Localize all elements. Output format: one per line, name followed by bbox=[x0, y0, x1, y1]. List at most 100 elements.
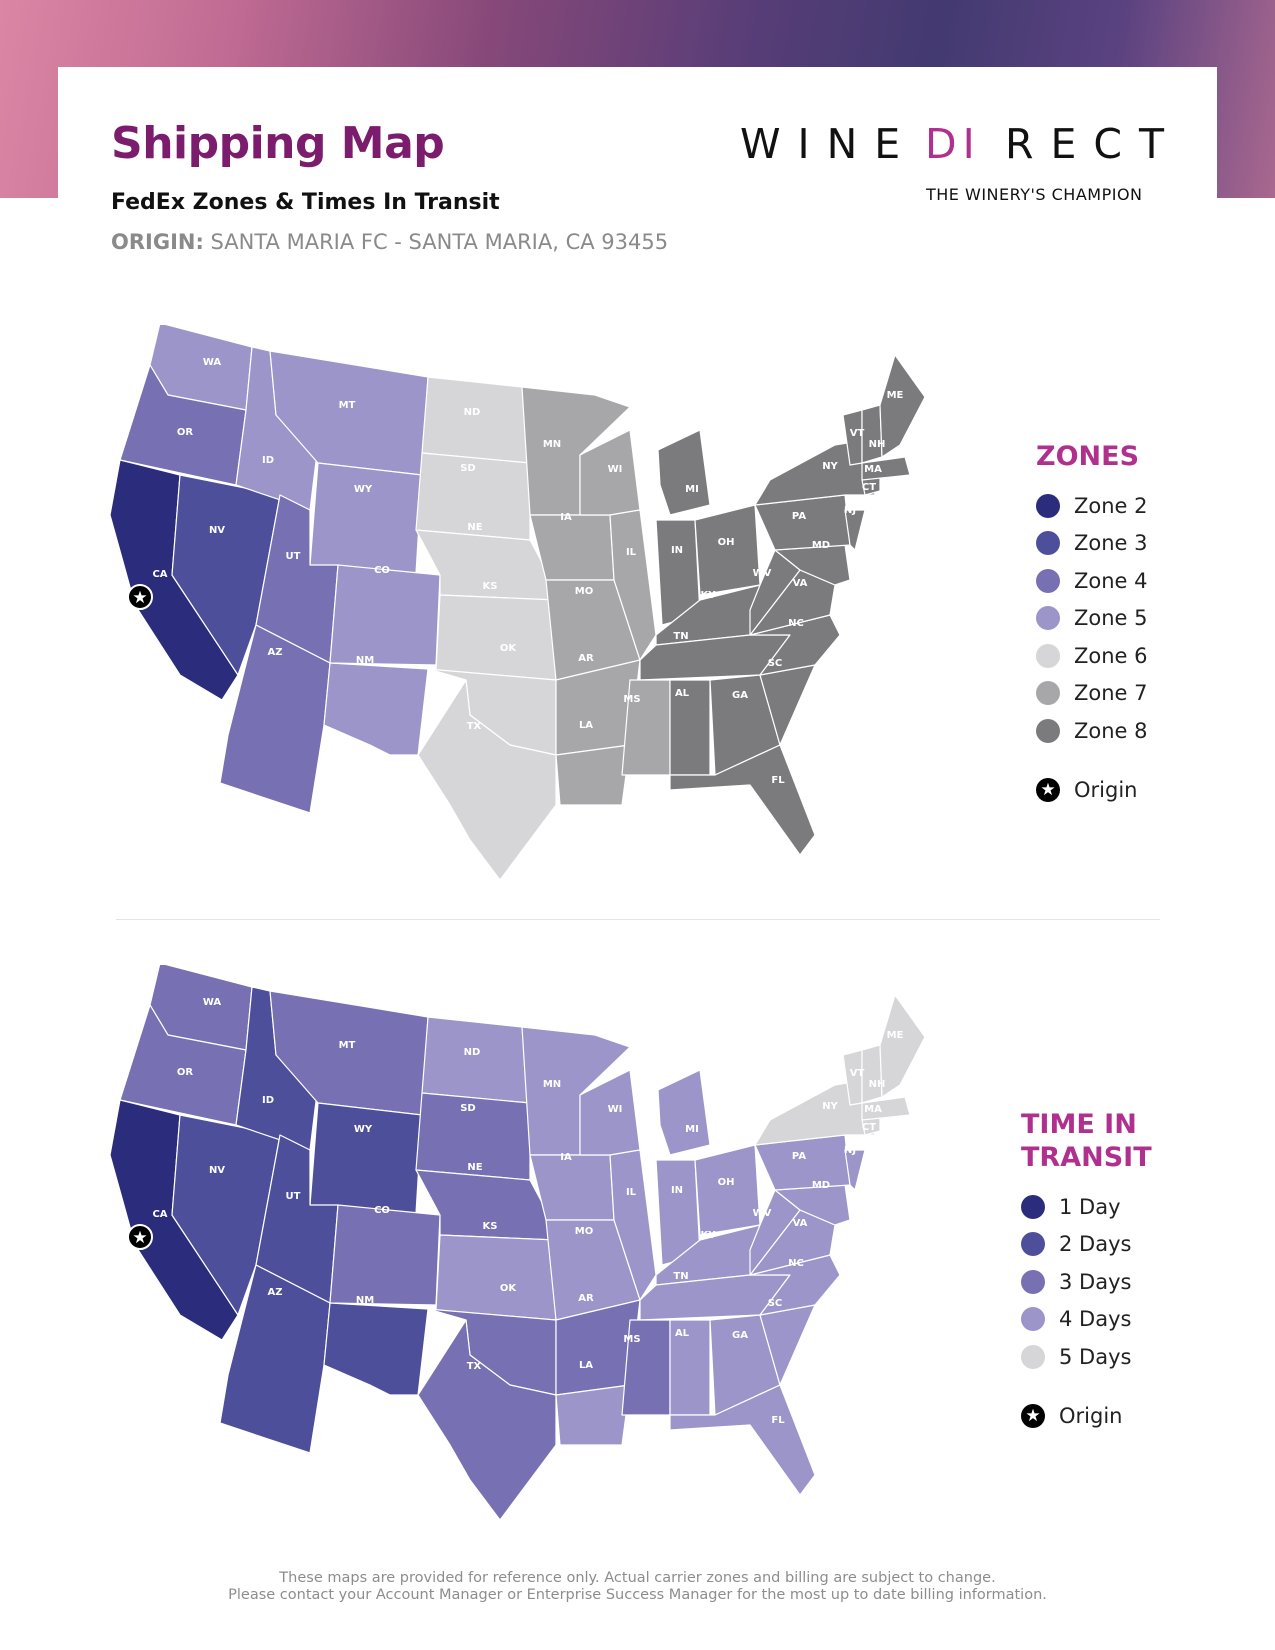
legend-item: 5 Days bbox=[1021, 1338, 1152, 1376]
state-label-mo: MO bbox=[575, 1226, 593, 1237]
origin-label: ORIGIN: bbox=[111, 230, 204, 254]
legend-swatch bbox=[1021, 1194, 1045, 1219]
state-il bbox=[609, 509, 657, 661]
logo-mark: DI bbox=[925, 120, 981, 168]
state-label-fl: FL bbox=[771, 1415, 785, 1426]
state-label-mt: MT bbox=[339, 400, 356, 411]
state-mi bbox=[657, 429, 711, 516]
logo-word-left: WINE bbox=[740, 120, 918, 168]
state-oh bbox=[694, 504, 761, 596]
legend-item: 4 Days bbox=[1021, 1301, 1152, 1339]
state-label-ut: UT bbox=[286, 1191, 301, 1202]
state-nd bbox=[421, 376, 531, 464]
state-label-ny: NY bbox=[822, 1101, 838, 1112]
state-label-ok: OK bbox=[500, 643, 518, 654]
state-ny bbox=[754, 1079, 876, 1146]
legend-item: Zone 7 bbox=[1036, 675, 1148, 713]
state-nj bbox=[844, 1149, 866, 1191]
legend-item: Zone 8 bbox=[1036, 712, 1148, 750]
state-label-al: AL bbox=[675, 1328, 690, 1339]
transit-legend-title-line2: TRANSIT bbox=[1021, 1142, 1152, 1173]
state-ma bbox=[861, 456, 911, 481]
state-label-vt: VT bbox=[850, 1068, 865, 1079]
state-label-ar: AR bbox=[578, 653, 594, 664]
legend-label: Zone 6 bbox=[1074, 643, 1148, 668]
state-ma bbox=[861, 1096, 911, 1121]
state-label-il: IL bbox=[626, 1187, 637, 1198]
state-label-tn: TN bbox=[673, 631, 688, 642]
legend-label: 3 Days bbox=[1059, 1269, 1132, 1294]
legend-swatch bbox=[1036, 531, 1060, 556]
state-label-az: AZ bbox=[268, 1287, 283, 1298]
legend-label: Zone 5 bbox=[1074, 606, 1148, 631]
state-label-ky: KY bbox=[701, 1230, 717, 1241]
state-label-ms: MS bbox=[623, 1334, 640, 1345]
state-label-ia: IA bbox=[560, 512, 572, 523]
state-la bbox=[555, 744, 631, 806]
state-label-il: IL bbox=[626, 547, 637, 558]
legend-item: Zone 6 bbox=[1036, 637, 1148, 675]
state-label-nd: ND bbox=[464, 1047, 481, 1058]
legend-swatch bbox=[1036, 643, 1060, 668]
state-label-wv: WV bbox=[753, 568, 772, 579]
transit-legend-origin: ★ Origin bbox=[1021, 1398, 1152, 1436]
state-ks bbox=[435, 1234, 557, 1321]
state-label-co: CO bbox=[374, 1205, 390, 1216]
state-label-ok: OK bbox=[500, 1283, 518, 1294]
svg-text:★: ★ bbox=[132, 1228, 147, 1248]
legend-label: Zone 7 bbox=[1074, 681, 1148, 706]
origin-value: SANTA MARIA FC - SANTA MARIA, CA 93455 bbox=[210, 230, 669, 254]
state-label-ks: KS bbox=[483, 581, 498, 592]
state-label-sd: SD bbox=[460, 463, 476, 474]
state-label-mi: MI bbox=[685, 1124, 699, 1135]
legend-swatch bbox=[1021, 1344, 1045, 1369]
state-label-ne: NE bbox=[467, 522, 482, 533]
origin-marker-icon: ★ bbox=[127, 1224, 153, 1250]
state-label-ks: KS bbox=[483, 1221, 498, 1232]
state-label-tn: TN bbox=[673, 1271, 688, 1282]
state-label-ct: CT bbox=[862, 1122, 876, 1133]
legend-item: Zone 4 bbox=[1036, 562, 1148, 600]
state-label-or: OR bbox=[177, 1067, 194, 1078]
state-tx bbox=[417, 679, 557, 881]
state-nj bbox=[844, 509, 866, 551]
state-label-md: MD bbox=[812, 540, 830, 551]
footer-line-2: Please contact your Account Manager or E… bbox=[228, 1587, 1047, 1603]
state-ks bbox=[435, 594, 557, 681]
state-label-nj: NJ bbox=[844, 505, 856, 516]
state-label-mn: MN bbox=[543, 1079, 561, 1090]
state-nd bbox=[421, 1016, 531, 1104]
page-title: Shipping Map bbox=[111, 118, 445, 169]
state-label-sc: SC bbox=[768, 658, 783, 669]
zones-legend: ZONES Zone 2 Zone 3 Zone 4 Zone 5 Zone 6 Zone… bbox=[1036, 440, 1148, 809]
legend-swatch bbox=[1036, 681, 1060, 706]
state-ny bbox=[754, 439, 876, 506]
state-label-wa: WA bbox=[203, 997, 222, 1008]
legend-label: 2 Days bbox=[1059, 1232, 1132, 1257]
state-label-vt: VT bbox=[850, 428, 865, 439]
legend-item: Zone 3 bbox=[1036, 525, 1148, 563]
legend-swatch bbox=[1036, 718, 1060, 743]
state-label-ga: GA bbox=[732, 1330, 748, 1341]
state-label-nc: NC bbox=[788, 618, 804, 629]
state-label-ne: NE bbox=[467, 1162, 482, 1173]
state-label-va: VA bbox=[793, 1218, 808, 1229]
state-label-az: AZ bbox=[268, 647, 283, 658]
state-label-wv: WV bbox=[753, 1208, 772, 1219]
state-wy bbox=[309, 1102, 423, 1214]
state-nh bbox=[861, 1044, 883, 1104]
transit-map: WA OR CA ID NV MT WY UT AZ CO NM ND SD NE KS OK TX MN IA MO… bbox=[109, 965, 926, 1521]
footer-line-1: These maps are provided for reference on… bbox=[279, 1570, 996, 1586]
state-label-ut: UT bbox=[286, 551, 301, 562]
state-label-wy: WY bbox=[354, 1124, 373, 1135]
state-label-ma: MA bbox=[864, 464, 882, 475]
state-label-me: ME bbox=[887, 390, 904, 401]
winedirect-logo: WINE DI RECT bbox=[740, 120, 1170, 168]
legend-item: 3 Days bbox=[1021, 1263, 1152, 1301]
state-label-tx: TX bbox=[467, 1361, 482, 1372]
state-label-pa: PA bbox=[792, 511, 806, 522]
transit-legend-title-line1: TIME IN bbox=[1021, 1109, 1137, 1140]
state-label-in: IN bbox=[671, 545, 683, 556]
logo-word-right: RECT bbox=[1005, 120, 1182, 168]
legend-swatch bbox=[1021, 1269, 1045, 1294]
